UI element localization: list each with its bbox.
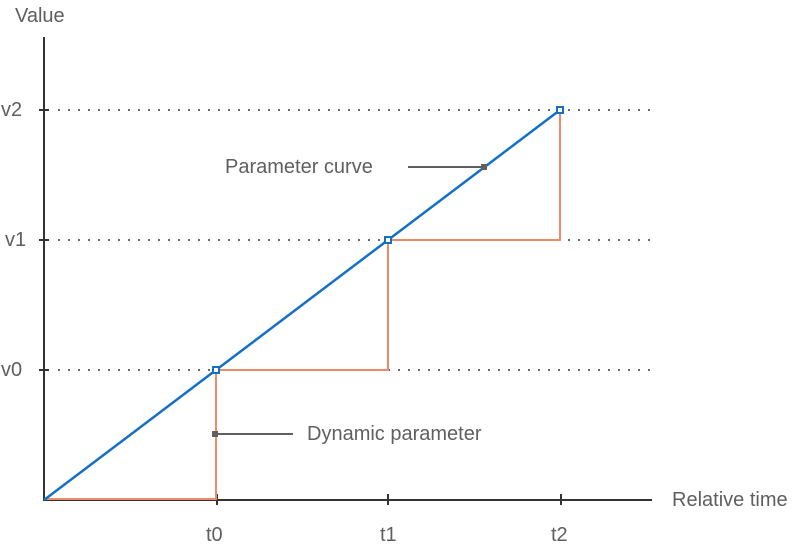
gridlines — [58, 109, 655, 371]
x-tick-t1: t1 — [380, 524, 397, 546]
x-tick-t0: t0 — [206, 524, 223, 546]
dynamic-parameter-step — [44, 110, 561, 500]
y-tick-v1: v1 — [5, 229, 27, 251]
x-tick-t2: t2 — [551, 524, 568, 546]
dynamic-parameter-callout: Dynamic parameter — [307, 423, 482, 445]
y-axis-label: Value — [15, 5, 65, 27]
y-tick-v2: v2 — [1, 99, 23, 121]
callout-leaders — [212, 164, 487, 437]
curve-points — [212, 106, 564, 374]
y-tick-v0: v0 — [1, 359, 23, 381]
x-axis-label: Relative time — [672, 489, 788, 511]
parameter-curve-line — [43, 109, 561, 501]
parameter-curve-callout: Parameter curve — [225, 156, 373, 178]
